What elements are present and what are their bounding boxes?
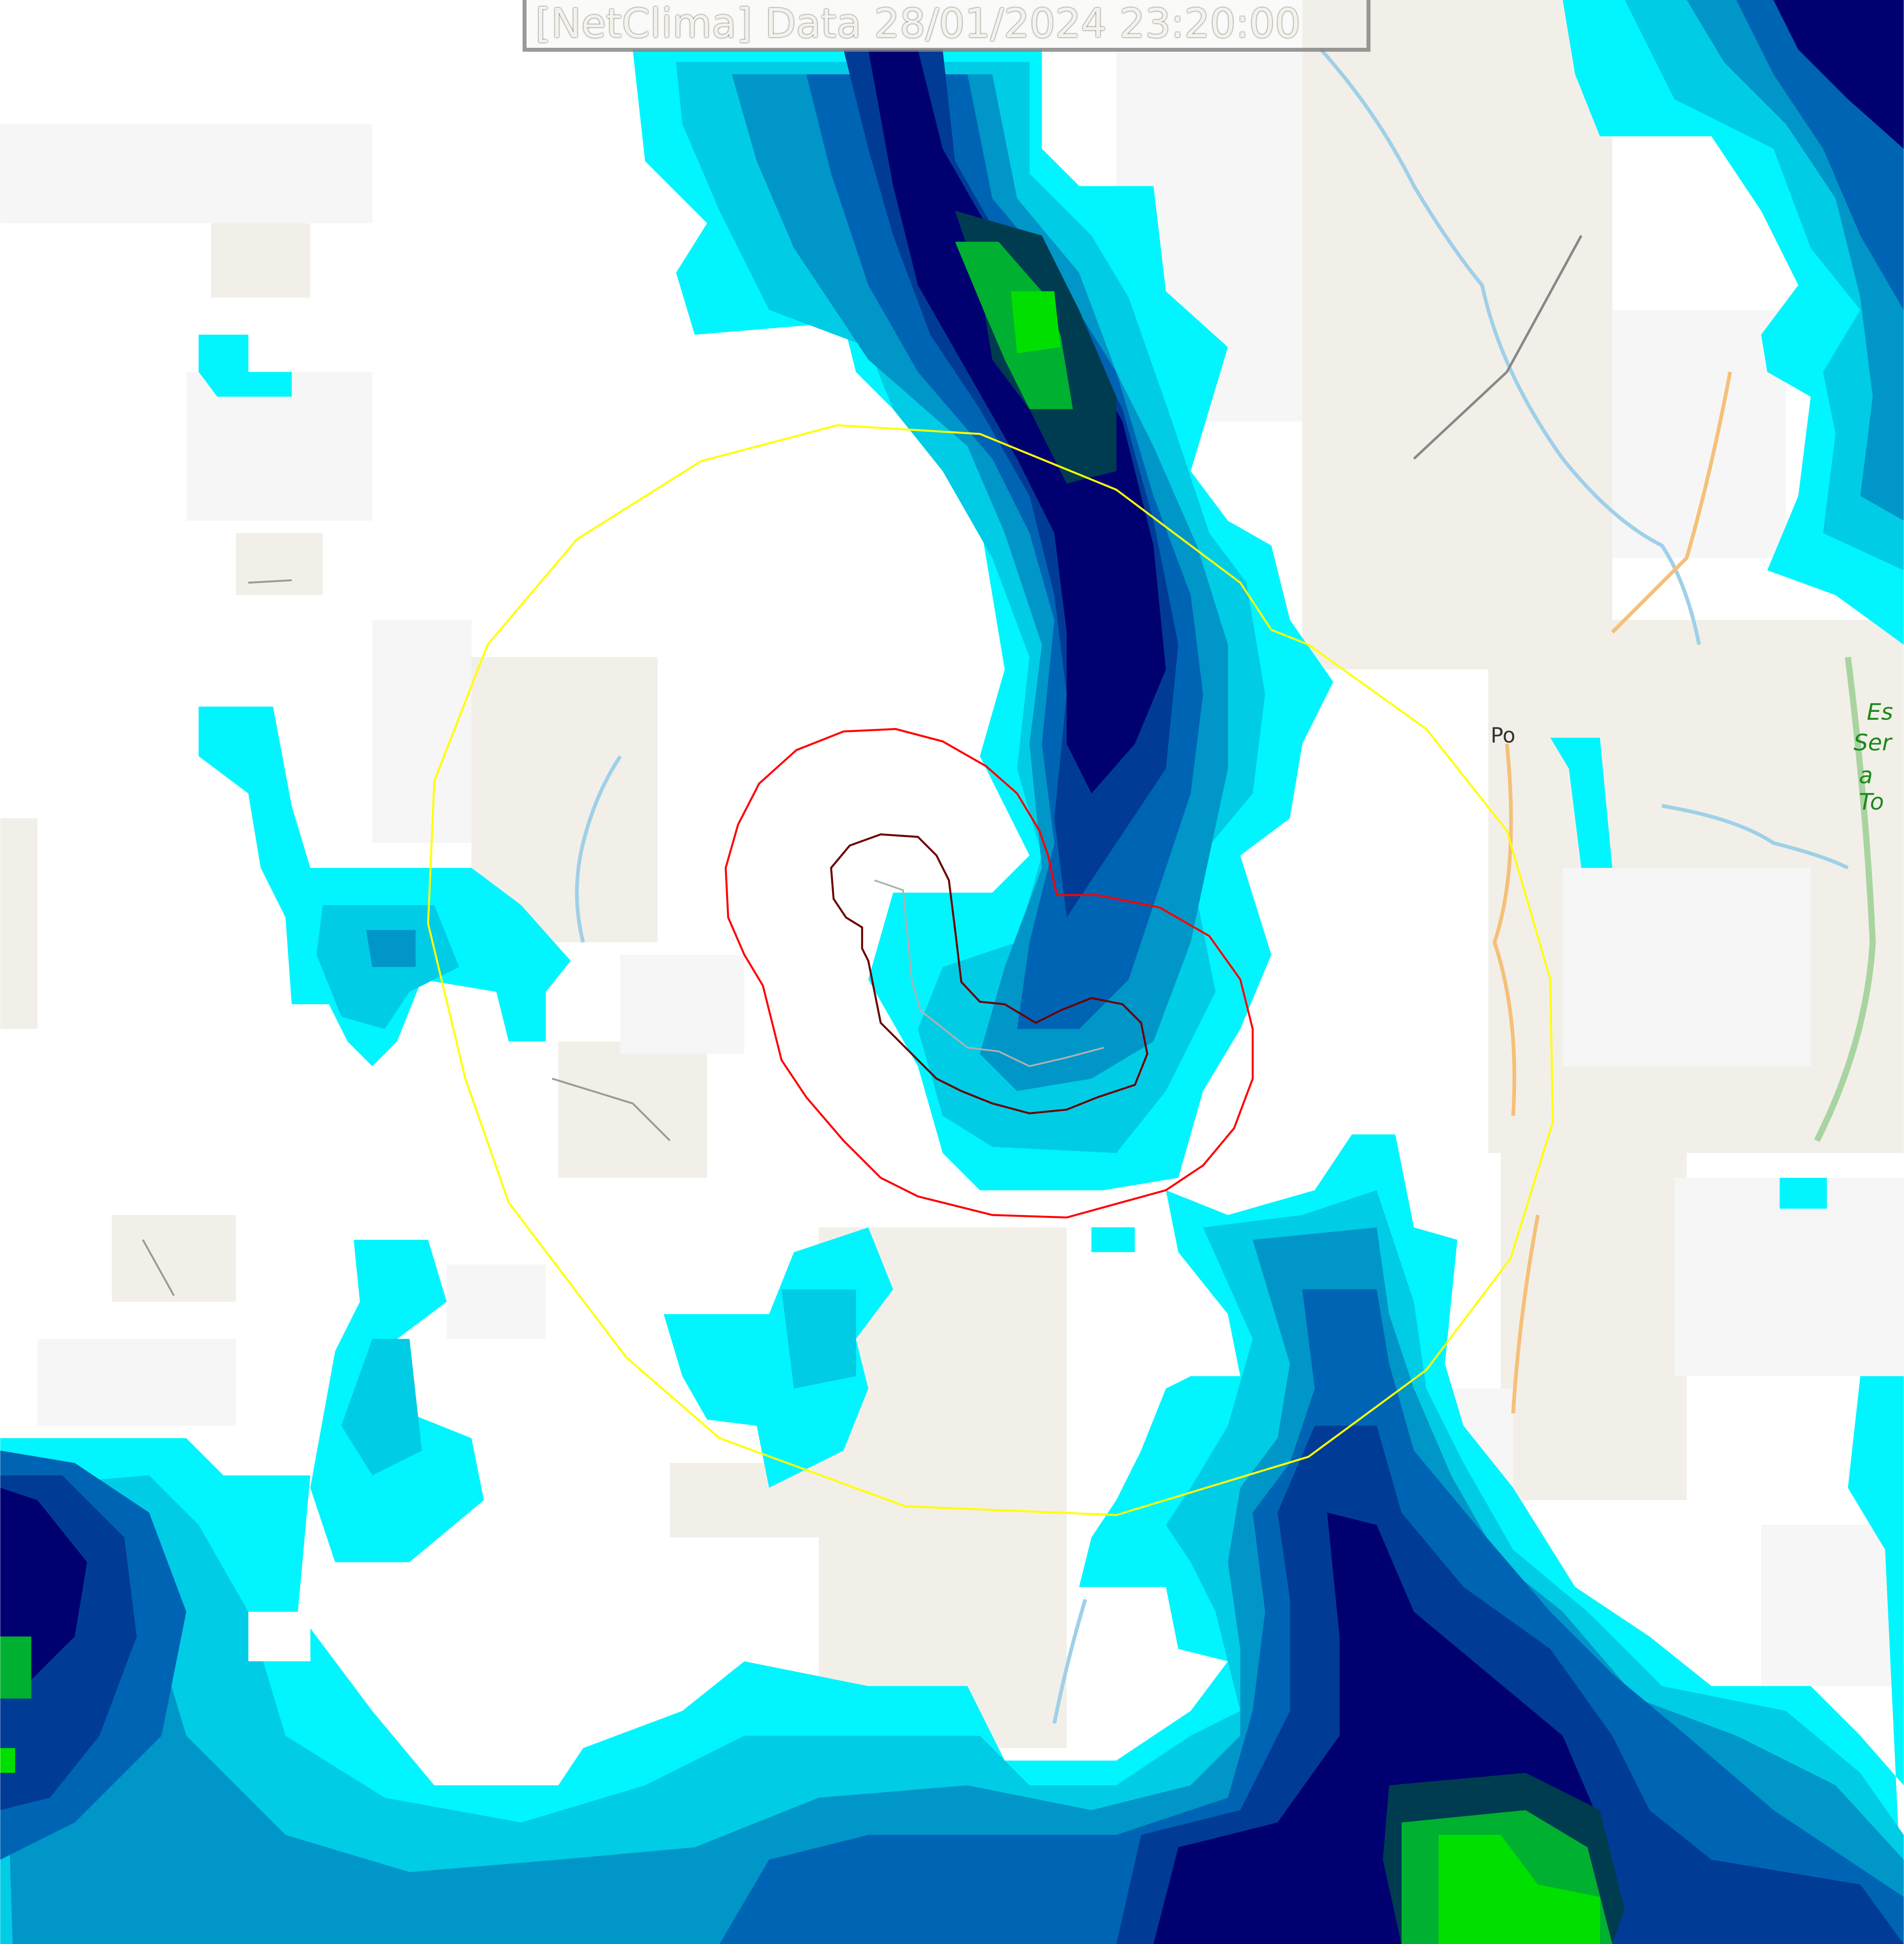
map-title-banner: [NetClima] Data 28/01/2024 23:20:00 — [523, 0, 1370, 52]
place-label: Es — [1867, 699, 1893, 725]
place-label: Ser — [1854, 730, 1892, 756]
place-label: Po — [1491, 723, 1516, 748]
base-map-features — [142, 48, 1876, 1724]
outer-range-contour — [427, 424, 1554, 1516]
middle-contour — [725, 728, 1254, 1219]
place-label: a To — [1859, 763, 1884, 815]
storm-track-line — [874, 879, 1104, 1067]
inner-contour — [830, 833, 1149, 1115]
